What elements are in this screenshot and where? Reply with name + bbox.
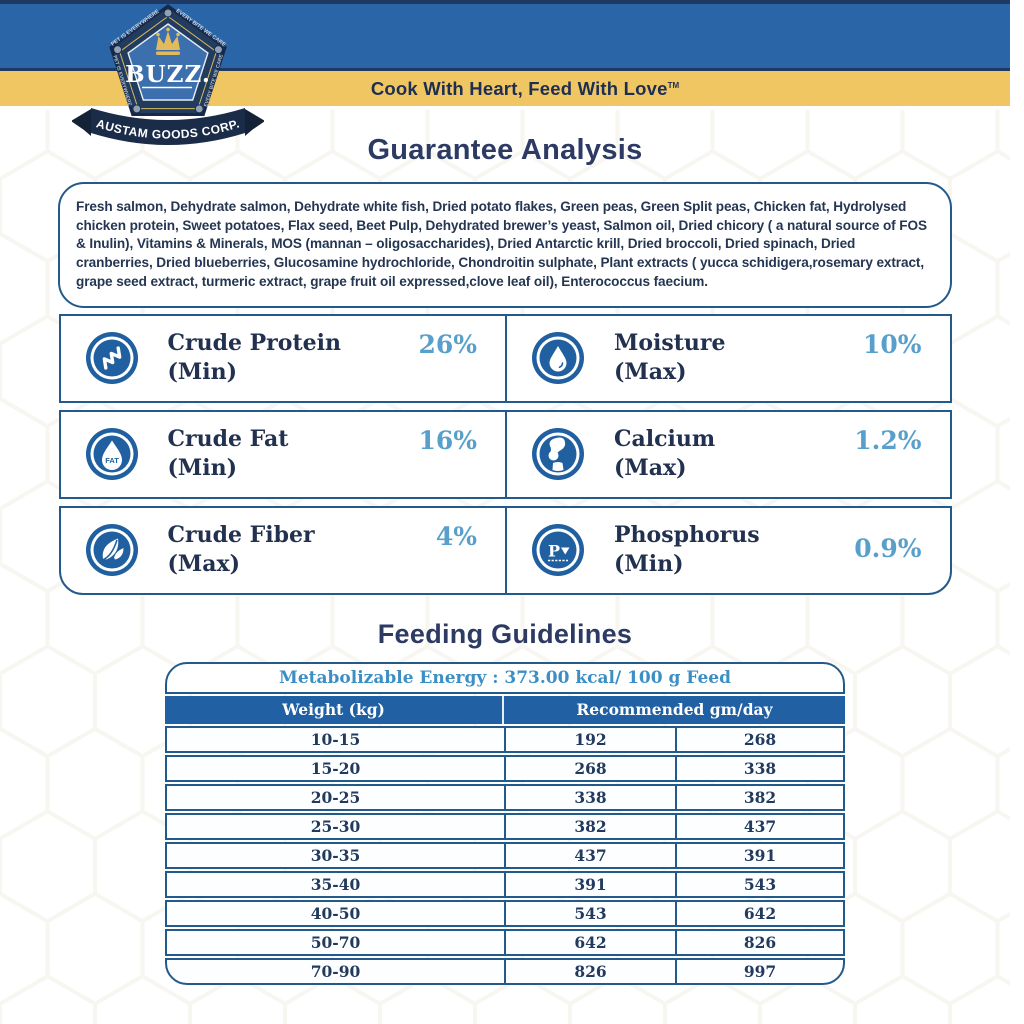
table-row: 20-25 338 382 [165,783,845,811]
guarantee-analysis-grid: Crude Protein (Min) 26% Moisture (Max) 10% [58,313,952,595]
nutrient-value: 1.2% [854,425,922,455]
nutrient-label: Crude Protein (Min) [167,330,341,386]
crown-icon [156,27,180,55]
nutrient-value: 4% [435,521,477,551]
nutrient-value: 10% [862,329,922,359]
table-row: 30-35 437 391 [165,841,845,869]
analysis-cell-phosphorus: P Phosphorus (Min) 0.9% [505,507,950,593]
analysis-row: FAT Crude Fat (Min) 16% [58,409,952,499]
analysis-cell-crude-fiber: Crude Fiber (Max) 4% [61,508,506,593]
nutrient-label: Phosphorus (Min) [614,522,760,578]
table-row: 70-90 826 997 [165,957,845,985]
svg-text:P: P [548,542,560,561]
table-row: 50-70 642 826 [165,928,845,956]
ingredients-box: Fresh salmon, Dehydrate salmon, Dehydrat… [58,182,952,308]
feeding-table: Metabolizable Energy : 373.00 kcal/ 100 … [165,661,845,985]
phosphorus-icon: P [532,524,584,577]
analysis-cell-moisture: Moisture (Max) 10% [505,315,950,401]
nutrient-label: Calcium (Max) [614,426,716,482]
badge-wordmark: BUZZ. [125,61,211,88]
nutrient-value: 16% [418,425,477,455]
table-row: 40-50 543 642 [165,899,845,927]
feeding-guidelines-title: Feeding Guidelines [377,618,633,649]
analysis-cell-crude-fat: FAT Crude Fat (Min) 16% [61,412,506,497]
top-border-strip [0,0,1010,4]
nutrient-label: Moisture (Max) [614,330,726,386]
protein-icon [85,332,138,385]
feeding-table-header-row: Weight (kg) Recommended gm/day [165,695,845,724]
brand-tagline: Cook With Heart, Feed With LoveTM [370,77,680,99]
svg-text:FAT: FAT [105,456,119,465]
table-row: 25-30 382 437 [165,812,845,840]
bone-joint-icon [532,428,584,481]
nutrient-value: 26% [418,329,477,359]
analysis-cell-crude-protein: Crude Protein (Min) 26% [61,316,506,401]
brand-badge-logo: AUSTAM GOODS CORP. PET IS EVERYWHERE EVE… [72,4,264,145]
nutrient-label: Crude Fiber (Max) [167,522,315,578]
fat-droplet-icon: FAT [85,428,138,481]
table-row: 35-40 391 543 [165,870,845,898]
column-header-weight: Weight (kg) [165,695,504,724]
table-row: 10-15 192 268 [165,725,845,753]
analysis-row: Crude Fiber (Max) 4% P Phosphorus (Min) 0.… [58,505,952,595]
guarantee-analysis-title: Guarantee Analysis [367,134,643,166]
nutrient-label: Crude Fat (Min) [167,426,289,482]
trademark-symbol: TM [667,80,680,90]
analysis-cell-calcium: Calcium (Max) 1.2% [505,411,950,497]
analysis-row: Crude Protein (Min) 26% Moisture (Max) 10% [58,313,952,403]
metabolizable-energy-header: Metabolizable Energy : 373.00 kcal/ 100 … [165,661,845,694]
leaf-icon [85,524,138,577]
column-header-recommended: Recommended gm/day [576,700,773,720]
water-droplet-icon [532,332,584,385]
table-row: 15-20 268 338 [165,754,845,782]
badge-ribbon: AUSTAM GOODS CORP. [72,108,264,145]
nutrient-value: 0.9% [854,533,922,563]
